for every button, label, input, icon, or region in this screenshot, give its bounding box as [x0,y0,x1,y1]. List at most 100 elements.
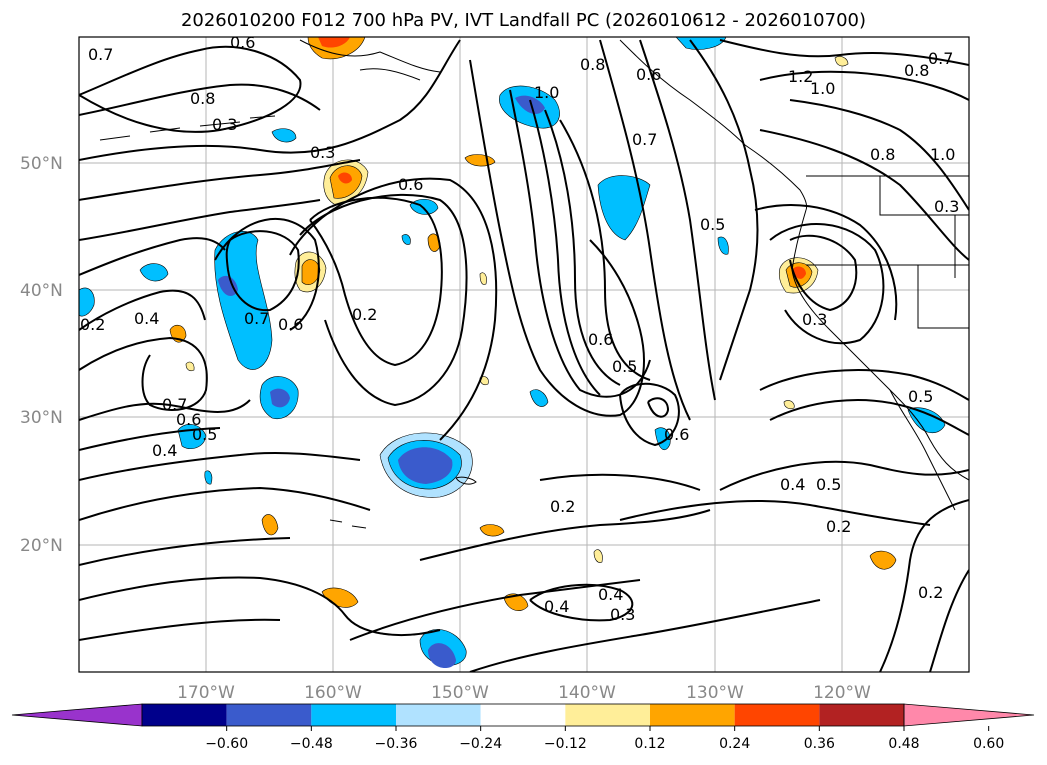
contour-label: 0.6 [636,65,661,84]
hawaii-islands [329,476,477,529]
contour-label: 0.2 [826,517,851,536]
baja-coast [889,389,956,511]
contour-label: 0.7 [632,130,657,149]
contour-label: 0.3 [934,197,959,216]
contour-label: 0.7 [244,309,269,328]
lon-tick-labels: 170°W 160°W 150°W 140°W 130°W 120°W [177,683,871,703]
colorbar-segment [734,704,820,726]
colorbar-segment [142,704,227,726]
neg-blob-small-6 [907,407,946,434]
colorbar: −0.60 −0.48 −0.36 −0.24 −0.12 0.12 0.24 0.36 0.4… [11,703,1035,752]
colorbar-segment [819,704,904,726]
lon-tick-label: 140°W [558,683,616,703]
state-lines [806,176,969,329]
contour-label: 0.2 [80,315,105,334]
lon-tick-label: 130°W [686,683,744,703]
contour-label: 0.7 [88,45,113,64]
map-title: 2026010200 F012 700 hPa PV, IVT Landfall… [180,10,867,31]
pos-blob-small-14 [479,272,487,285]
lat-tick-label: 30°N [20,408,63,428]
pos-blob-small-4 [261,514,279,536]
lat-tick-label: 50°N [20,154,63,174]
colorbar-segment [480,704,566,726]
pos-blob-small-11 [479,376,489,386]
colorbar-segment [311,704,396,726]
colorbar-tick-label: −0.60 [205,736,248,752]
pos-blob-small-10 [185,361,195,372]
colorbar-segment [226,704,312,726]
lat-tick-labels: 50°N 40°N 30°N 20°N [20,154,63,556]
contour-label: 1.0 [810,79,835,98]
contour-label: 0.3 [310,143,335,162]
pos-blob-small-12 [783,400,795,410]
colorbar-tick-label: 0.60 [973,736,1004,752]
colorbar-outline [141,703,905,727]
contour-label: 0.5 [612,357,637,376]
lat-tick-label: 40°N [20,281,63,301]
contour-label: 0.5 [816,475,841,494]
contour-label: 0.4 [544,597,569,616]
contour-label: 0.4 [152,441,177,460]
contour-label: 0.3 [802,310,827,329]
contour-label: 0.7 [928,49,953,68]
contour-label: 0.2 [918,583,943,602]
contour-label: 1.2 [788,67,813,86]
contour-label: 0.7 [162,395,187,414]
contour-label: 0.4 [780,475,805,494]
pv-contours [79,39,969,672]
lon-tick-label: 170°W [177,683,235,703]
neg-blob-core [515,95,545,114]
shaded-anomalies [79,37,946,669]
neg-blob-south-core [428,643,456,669]
colorbar-tick-label: −0.36 [375,736,418,752]
alaska-coast [299,39,441,81]
pos-blob-small-7 [479,524,505,537]
colorbar-tick-label: 0.48 [888,736,919,752]
neg-blob-small-9 [401,234,411,245]
pos-blob-small-13 [593,549,603,563]
colorbar-segment [565,704,650,726]
lat-tick-label: 20°N [20,536,63,556]
contour-label: 0.3 [610,605,635,624]
contour-label: 0.5 [192,425,217,444]
lon-tick-label: 160°W [304,683,362,703]
contour-label: 0.8 [190,89,215,108]
contour-label: 0.8 [580,55,605,74]
lon-tick-label: 120°W [813,683,871,703]
pos-blob-small-8 [869,550,897,570]
contour-label: 0.3 [212,115,237,134]
neg-blob-small-1 [139,263,169,282]
neg-blob-gulf [597,175,651,241]
map-border [78,36,970,673]
colorbar-segment [650,704,735,726]
contour-label: 0.4 [598,585,623,604]
contour-label: 1.0 [534,83,559,102]
contour-label: 0.2 [352,305,377,324]
contour-label: 0.5 [700,215,725,234]
pos-blob-west-mid-core [301,259,321,285]
pos-blob-small-9 [834,56,849,67]
neg-blob-sw-1-core [270,388,290,408]
contour-label: 1.0 [930,145,955,164]
colorbar-extend-low [11,703,143,727]
colorbar-segment [396,704,481,726]
colorbar-tick-label: −0.12 [544,736,587,752]
contour-label: 0.6 [230,33,255,52]
contour-labels: 0.7 0.6 0.8 0.3 0.3 0.6 0.2 0.4 0.7 0.6 … [80,33,959,624]
contour-label: 0.6 [398,175,423,194]
neg-blob-small-7 [717,236,729,255]
neg-blob-small-4 [529,389,549,407]
lon-tick-label: 150°W [431,683,489,703]
colorbar-tick-label: 0.12 [634,736,665,752]
neg-blob-w-edge [79,287,95,317]
neg-blob-hawaii-core [398,447,453,484]
contour-label: 0.6 [588,330,613,349]
pos-blob-mid-north-core [338,172,352,184]
contour-label: 0.5 [908,387,933,406]
neg-blob-west-core [218,275,238,296]
contour-label: 0.2 [550,497,575,516]
pos-blob-small-6 [503,593,529,611]
colorbar-tick-label: 0.36 [804,736,835,752]
contour-label: 0.8 [870,145,895,164]
